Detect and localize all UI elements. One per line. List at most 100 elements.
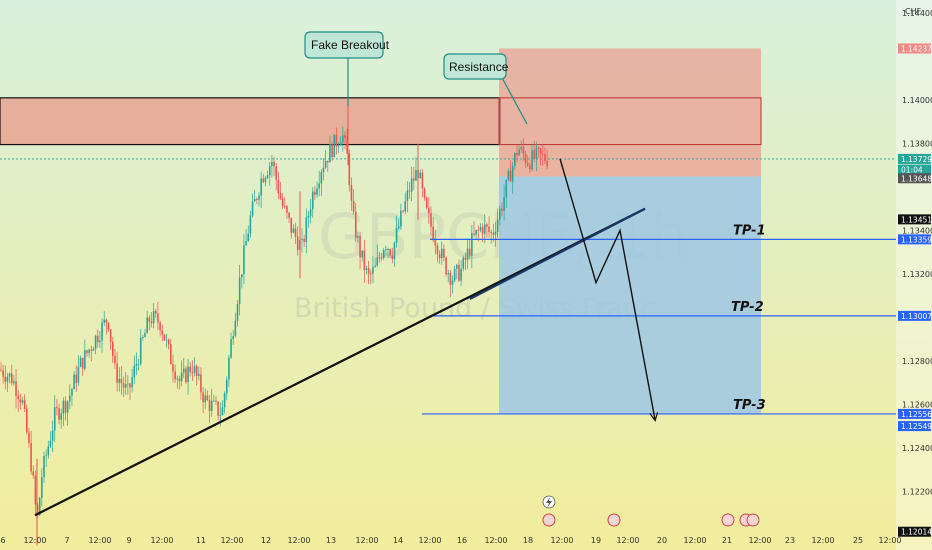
candle-body (116, 363, 118, 383)
stop-loss-box (498, 97, 762, 146)
price-tick-label: 1.13400 (902, 226, 932, 235)
candle-body (38, 497, 41, 516)
candle-body (230, 339, 232, 358)
candle-body (228, 357, 230, 380)
candle-body (64, 400, 67, 413)
time-tick-label: 11 (196, 536, 206, 545)
candle-body (365, 268, 368, 270)
candle-body (544, 154, 546, 161)
event-markers[interactable] (542, 495, 760, 527)
candle-body (81, 357, 84, 369)
time-tick-label: 19 (591, 536, 601, 545)
candle-body (142, 337, 144, 338)
candle-body (400, 210, 402, 227)
price-tick-label: 1.14000 (902, 96, 932, 105)
price-badge (898, 214, 931, 225)
candle-body (423, 188, 426, 198)
flag-icon[interactable] (721, 513, 735, 527)
candle-body (21, 400, 24, 403)
candle-body (144, 332, 146, 338)
time-tick-label: 21 (722, 536, 732, 545)
candle-body (395, 228, 398, 243)
candle-body (413, 178, 415, 181)
candle-body (202, 392, 204, 403)
price-badge (898, 310, 931, 321)
candle-body (440, 248, 443, 259)
resistance-label: Resistance (449, 60, 509, 74)
price-badge (898, 421, 931, 432)
candle-body (402, 210, 404, 212)
candle-body (277, 179, 280, 194)
support-line[interactable] (469, 207, 646, 300)
candle-body (378, 257, 381, 259)
candle-body (249, 215, 252, 234)
candle-body (84, 350, 86, 369)
candle-body (176, 378, 179, 380)
candle-body (397, 226, 400, 229)
candle-body (198, 374, 200, 376)
candle-body (486, 224, 488, 227)
candle-body (348, 153, 351, 186)
candle-body (518, 149, 520, 156)
price-axis-panel[interactable] (896, 0, 932, 550)
candle-body (296, 236, 299, 250)
candle-body (376, 257, 379, 266)
candle-body (236, 303, 239, 321)
candle-body (432, 226, 434, 241)
candle-body (66, 401, 69, 413)
price-badge-label: 1.12014 (901, 528, 932, 537)
candle-body (107, 322, 110, 330)
time-tick-label: 14 (393, 536, 403, 545)
price-badge-label: 1.12556 (901, 410, 932, 419)
candle-body (352, 200, 355, 212)
price-badge-label: 1.14237 (901, 44, 932, 53)
candle-body (127, 383, 129, 385)
candle-body (133, 365, 136, 378)
candle-body (10, 373, 13, 384)
price-badge (898, 43, 931, 54)
flag-icon[interactable] (607, 513, 621, 527)
candle-body (260, 178, 262, 196)
candle-body (71, 389, 73, 396)
candle-body (458, 264, 460, 281)
candle-body (19, 399, 22, 403)
take-profit-label: TP-3 (733, 398, 766, 413)
candle-body (217, 401, 219, 416)
time-tick-label: 12:00 (220, 536, 243, 545)
candle-body (204, 395, 207, 403)
price-badge-label: 1.13729 (901, 155, 932, 164)
candle-body (492, 232, 495, 235)
candle-body (43, 455, 45, 478)
candle-body (434, 240, 437, 246)
candle-body (410, 178, 413, 192)
candle-body (350, 185, 353, 201)
flag-icon[interactable] (746, 513, 760, 527)
candle-body (34, 475, 37, 505)
candle-body (507, 170, 510, 180)
take-profit-label: TP-1 (733, 223, 766, 238)
candle-body (32, 471, 35, 476)
candle-body (516, 153, 518, 156)
time-tick-label: 16 (457, 536, 467, 545)
candle-body (324, 160, 327, 168)
candle-body (219, 414, 222, 416)
lightning-icon[interactable] (542, 495, 556, 509)
candle-body (542, 153, 544, 155)
candle-body (447, 273, 449, 275)
time-tick-label: 12:00 (616, 536, 639, 545)
candle-body (453, 268, 456, 281)
candle-body (443, 248, 445, 258)
candle-body (187, 366, 189, 383)
trend-line[interactable] (34, 207, 646, 517)
candle-body (415, 169, 417, 181)
candle-body (281, 198, 284, 207)
candle-body (286, 206, 288, 213)
candle-body (174, 371, 176, 380)
candle-body (36, 504, 39, 516)
candle-body (60, 413, 62, 420)
candle-body (88, 349, 90, 354)
candle-body (213, 400, 215, 402)
flag-icon[interactable] (542, 513, 556, 527)
